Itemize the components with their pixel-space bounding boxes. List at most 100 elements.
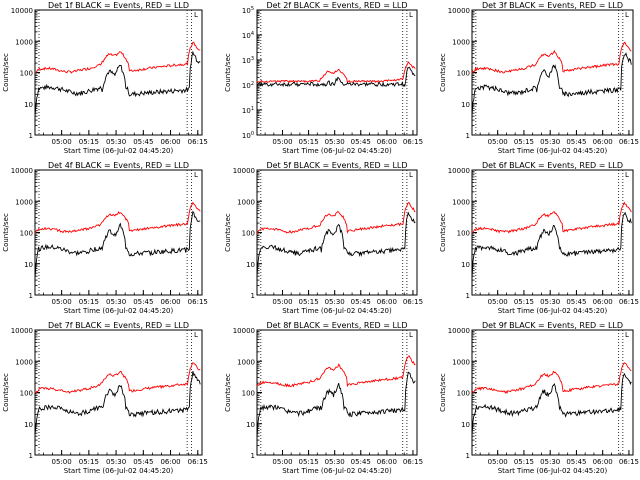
y-tick-label: 1000: [452, 358, 470, 366]
x-axis-title: Start Time (06-Jul-02 04:45:20): [498, 467, 608, 475]
plot-frame: [34, 169, 203, 296]
y-axis-label: Counts/sec: [2, 373, 10, 412]
events-series-line: [256, 211, 416, 276]
x-tick-label: 06:00: [593, 138, 613, 146]
y-tick-label: 10000: [233, 327, 255, 335]
x-tick-label: 05:45: [566, 298, 586, 306]
events-series-line: [256, 371, 416, 439]
lld-series-line: [471, 42, 632, 74]
y-tick-label: 1: [29, 452, 33, 460]
y-tick-label: 10: [461, 261, 470, 269]
x-tick-label: 05:00: [488, 138, 508, 146]
panel-4: Det 4f BLACK = Events, RED = LLD L 1 10 100 1…: [2, 161, 208, 315]
plot-frame: [471, 9, 634, 136]
corner-marker: L: [409, 11, 413, 19]
y-tick-label: 10: [461, 101, 470, 109]
x-tick-label: 06:00: [377, 458, 397, 466]
panel-title: Det 3f BLACK = Events, RED = LLD: [482, 1, 623, 10]
x-tick-label: 06:15: [188, 298, 208, 306]
x-tick-label: 05:00: [272, 138, 292, 146]
x-tick-label: 05:15: [299, 298, 319, 306]
panel-1: Det 1f BLACK = Events, RED = LLD L 1 10 100 1…: [2, 1, 208, 155]
y-tick-label: 1000: [237, 358, 255, 366]
plot-frame: [256, 169, 418, 296]
y-tick-label: 100: [457, 70, 470, 78]
x-tick-label: 06:00: [160, 298, 180, 306]
x-tick-label: 06:00: [377, 138, 397, 146]
x-tick-label: 05:30: [106, 298, 126, 306]
x-tick-label: 06:00: [593, 298, 613, 306]
y-tick-label: 105: [242, 6, 254, 15]
x-tick-label: 06:00: [593, 458, 613, 466]
lld-series-line: [256, 61, 416, 84]
y-tick-label: 1000: [452, 198, 470, 206]
x-axis-title: Start Time (06-Jul-02 04:45:20): [64, 307, 174, 315]
x-tick-label: 05:45: [566, 138, 586, 146]
y-tick-label: 100: [20, 390, 33, 398]
y-tick-label: 100: [457, 390, 470, 398]
y-tick-label: 10000: [448, 327, 470, 335]
x-tick-label: 05:30: [540, 458, 560, 466]
lld-series-line: [256, 202, 416, 234]
y-tick-label: 1000: [15, 38, 33, 46]
y-tick-label: 100: [20, 70, 33, 78]
x-tick-label: 05:45: [351, 138, 371, 146]
panel-title: Det 5f BLACK = Events, RED = LLD: [266, 161, 407, 170]
y-tick-label: 10000: [11, 327, 33, 335]
x-tick-label: 06:00: [160, 458, 180, 466]
x-tick-label: 05:00: [488, 458, 508, 466]
y-tick-label: 1: [466, 292, 470, 300]
x-tick-label: 05:00: [52, 458, 72, 466]
lld-series-line: [34, 41, 201, 74]
lld-series-line: [34, 201, 201, 234]
x-tick-label: 05:00: [52, 298, 72, 306]
x-axis-title: Start Time (06-Jul-02 04:45:20): [282, 147, 392, 155]
events-series-line: [471, 52, 632, 117]
events-series-line: [34, 50, 201, 117]
y-axis-label: Counts/sec: [439, 373, 447, 412]
corner-marker: L: [625, 331, 629, 339]
x-tick-label: 05:45: [566, 458, 586, 466]
x-tick-label: 05:00: [272, 298, 292, 306]
x-tick-label: 05:30: [106, 458, 126, 466]
y-tick-label: 10000: [448, 7, 470, 15]
corner-marker: L: [409, 171, 413, 179]
y-axis-label: Counts/sec: [439, 213, 447, 252]
x-axis-title: Start Time (06-Jul-02 04:45:20): [498, 307, 608, 315]
x-tick-label: 05:15: [79, 298, 99, 306]
panel-7: Det 7f BLACK = Events, RED = LLD L 1 10 100 1…: [2, 321, 208, 475]
x-tick-label: 05:15: [514, 138, 534, 146]
x-tick-label: 05:00: [488, 298, 508, 306]
x-tick-label: 06:15: [403, 458, 423, 466]
plot-frame: [34, 329, 203, 456]
y-tick-label: 10: [246, 421, 255, 429]
plot-frame: [256, 329, 418, 456]
y-tick-label: 1000: [237, 198, 255, 206]
x-tick-label: 05:45: [133, 138, 153, 146]
corner-marker: L: [194, 171, 198, 179]
panel-title: Det 2f BLACK = Events, RED = LLD: [266, 1, 407, 10]
y-tick-label: 1: [29, 132, 33, 140]
plot-frame: [471, 329, 634, 456]
lld-series-line: [471, 362, 632, 395]
y-axis-label: Counts/sec: [224, 373, 232, 412]
y-tick-label: 1: [466, 452, 470, 460]
x-tick-label: 06:15: [403, 138, 423, 146]
y-tick-label: 10000: [11, 7, 33, 15]
x-tick-label: 05:30: [325, 138, 345, 146]
x-tick-label: 05:15: [514, 298, 534, 306]
y-tick-label: 10: [246, 261, 255, 269]
y-axis-label: Counts/sec: [439, 53, 447, 92]
x-axis-title: Start Time (06-Jul-02 04:45:20): [64, 467, 174, 475]
x-tick-label: 05:15: [299, 138, 319, 146]
corner-marker: L: [625, 171, 629, 179]
x-tick-label: 05:45: [133, 298, 153, 306]
y-tick-label: 10000: [233, 167, 255, 175]
panel-title: Det 4f BLACK = Events, RED = LLD: [48, 161, 189, 170]
events-series-line: [471, 211, 632, 279]
x-tick-label: 06:00: [160, 138, 180, 146]
events-series-line: [34, 371, 201, 436]
y-tick-label: 100: [242, 131, 254, 140]
